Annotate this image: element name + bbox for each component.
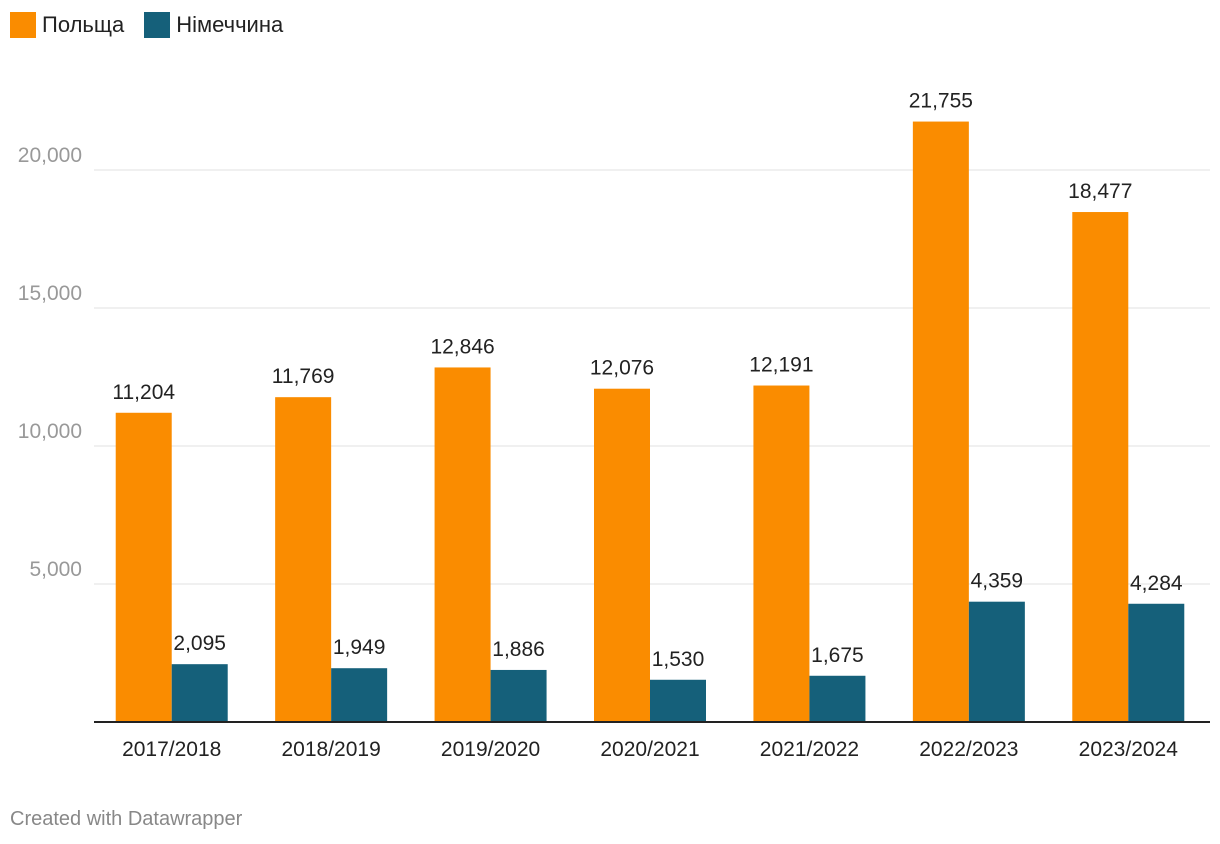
- legend-label-poland: Польща: [42, 12, 125, 37]
- y-tick-label-20000: 20,000: [18, 144, 82, 167]
- y-tick-label-10000: 10,000: [18, 420, 82, 443]
- bar-germany-0: [171, 664, 228, 722]
- legend-swatch-germany: [144, 12, 171, 38]
- data-label-poland-6: 18,477: [1068, 180, 1132, 203]
- bar-germany-1: [331, 668, 388, 722]
- bar-poland-4: [753, 385, 810, 722]
- x-tick-label-6: 2023/2024: [1079, 738, 1179, 761]
- data-label-germany-6: 4,284: [1130, 572, 1183, 595]
- data-label-poland-2: 12,846: [430, 335, 494, 358]
- bar-germany-6: [1128, 603, 1185, 722]
- bar-germany-4: [809, 675, 866, 722]
- y-tick-label-5000: 5,000: [29, 558, 82, 581]
- data-label-germany-0: 2,095: [173, 632, 226, 655]
- bar-germany-5: [968, 601, 1025, 722]
- data-label-germany-4: 1,675: [811, 644, 864, 667]
- legend-item-poland: Польща: [10, 12, 124, 38]
- data-label-germany-3: 1,530: [652, 648, 705, 671]
- bar-poland-3: [594, 388, 650, 722]
- legend-label-germany: Німеччина: [176, 12, 284, 37]
- data-label-poland-3: 12,076: [590, 357, 654, 380]
- x-tick-label-0: 2017/2018: [122, 738, 221, 761]
- data-label-germany-5: 4,359: [971, 570, 1024, 593]
- legend-item-germany: Німеччина: [144, 12, 283, 38]
- x-tick-label-2: 2019/2020: [441, 738, 540, 761]
- bar-chart: 5,000 10,000 15,000 20,000 11,204 2,095 2017/2…: [18, 90, 1210, 761]
- bar-germany-2: [490, 669, 547, 722]
- data-label-poland-1: 11,769: [272, 365, 335, 388]
- legend-swatch-poland: [10, 12, 36, 38]
- bar-poland-6: [1072, 212, 1129, 723]
- x-tick-label-5: 2022/2023: [919, 738, 1018, 761]
- data-label-germany-1: 1,949: [333, 636, 386, 659]
- data-label-poland-4: 12,191: [749, 354, 813, 377]
- data-label-germany-2: 1,886: [492, 638, 545, 661]
- data-label-poland-0: 11,204: [112, 381, 175, 404]
- data-label-poland-5: 21,755: [909, 90, 973, 113]
- legend: Польща Німеччина: [10, 12, 303, 38]
- bar-germany-3: [650, 679, 706, 722]
- footer-credit: Created with Datawrapper: [10, 808, 243, 830]
- x-tick-label-4: 2021/2022: [760, 738, 859, 761]
- bar-poland-2: [434, 367, 491, 722]
- x-tick-label-3: 2020/2021: [600, 738, 699, 761]
- bar-poland-1: [275, 397, 332, 722]
- bar-poland-0: [115, 412, 172, 722]
- bar-poland-5: [912, 121, 969, 722]
- y-tick-label-15000: 15,000: [18, 282, 82, 305]
- x-tick-label-1: 2018/2019: [282, 738, 381, 761]
